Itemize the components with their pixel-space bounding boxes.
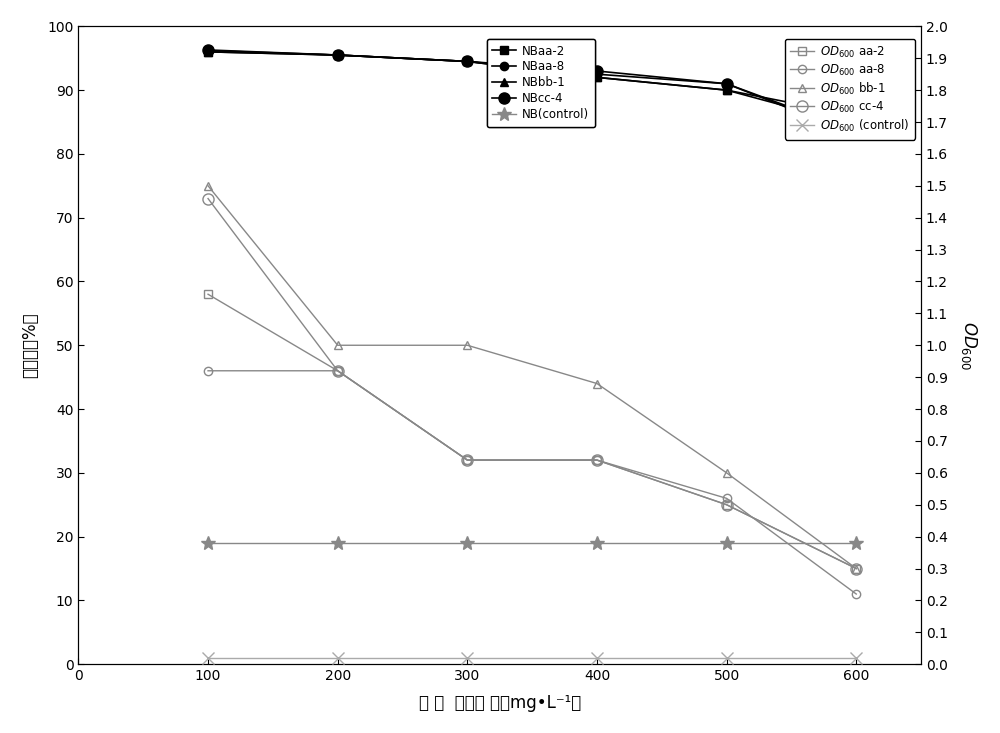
NBaa-2 [202,48,214,56]
$OD_{600}$ aa-2 [461,456,473,465]
NBaa-2 [461,57,473,66]
$OD_{600}$ bb-1 [721,468,733,477]
NB(control) [202,539,214,548]
NB(control) [721,539,733,548]
NBcc-4 [332,51,344,59]
$OD_{600}$ cc-4 [591,456,603,465]
$OD_{600}$ aa-8 [591,456,603,465]
Y-axis label: 降解率（%）: 降解率（%） [21,312,39,378]
$OD_{600}$ aa-2 [591,456,603,465]
NBaa-8 [202,46,214,55]
NBaa-2 [850,111,862,120]
$OD_{600}$ (control) [850,653,862,662]
NB(control) [332,539,344,548]
$OD_{600}$ cc-4 [461,456,473,465]
$OD_{600}$ bb-1 [332,341,344,350]
Line: $OD_{600}$ aa-8: $OD_{600}$ aa-8 [204,366,860,598]
$OD_{600}$ (control) [591,653,603,662]
NBaa-8 [850,130,862,139]
$OD_{600}$ bb-1 [461,341,473,350]
NBaa-2 [721,86,733,95]
NBcc-4 [461,57,473,66]
$OD_{600}$ aa-8 [461,456,473,465]
$OD_{600}$ aa-8 [332,366,344,375]
NBbb-1 [591,73,603,82]
NBbb-1 [850,121,862,130]
$OD_{600}$ cc-4 [202,194,214,203]
$OD_{600}$ (control) [721,653,733,662]
NBaa-2 [332,51,344,59]
$OD_{600}$ aa-8 [850,589,862,598]
NBcc-4 [721,79,733,88]
$OD_{600}$ bb-1 [591,379,603,388]
NBbb-1 [721,86,733,95]
$OD_{600}$ aa-8 [202,366,214,375]
Legend: NBaa-2, NBaa-8, NBbb-1, NBcc-4, NB(control): NBaa-2, NBaa-8, NBbb-1, NBcc-4, NB(contr… [487,39,595,128]
NBcc-4 [591,67,603,75]
NBbb-1 [461,57,473,66]
$OD_{600}$ aa-2 [202,290,214,298]
NBcc-4 [202,45,214,54]
$OD_{600}$ (control) [202,653,214,662]
$OD_{600}$ cc-4 [721,501,733,509]
$OD_{600}$ aa-2 [721,501,733,509]
NBaa-2 [591,73,603,82]
Y-axis label: $OD_{600}$: $OD_{600}$ [959,320,979,370]
$OD_{600}$ aa-2 [332,366,344,375]
$OD_{600}$ (control) [332,653,344,662]
NB(control) [461,539,473,548]
$OD_{600}$ cc-4 [332,366,344,375]
$OD_{600}$ bb-1 [202,181,214,190]
$OD_{600}$ cc-4 [850,564,862,573]
Line: $OD_{600}$ (control): $OD_{600}$ (control) [202,652,862,663]
Line: NBbb-1: NBbb-1 [204,48,860,129]
Line: $OD_{600}$ bb-1: $OD_{600}$ bb-1 [204,182,860,572]
NBbb-1 [332,51,344,59]
NB(control) [850,539,862,548]
NBcc-4 [850,128,862,136]
Line: $OD_{600}$ cc-4: $OD_{600}$ cc-4 [202,193,862,574]
NBbb-1 [202,48,214,56]
$OD_{600}$ (control) [461,653,473,662]
NBaa-8 [332,51,344,59]
Line: NBaa-2: NBaa-2 [204,48,860,119]
NBaa-8 [721,79,733,88]
NBaa-8 [591,70,603,78]
$OD_{600}$ aa-8 [721,494,733,503]
$OD_{600}$ aa-2 [850,564,862,573]
X-axis label: 苯 胺  初始浓 度（mg•L⁻¹）: 苯 胺 初始浓 度（mg•L⁻¹） [419,694,581,712]
Line: NBcc-4: NBcc-4 [202,45,862,137]
NBaa-8 [461,57,473,66]
Line: NBaa-8: NBaa-8 [204,46,860,139]
Line: $OD_{600}$ aa-2: $OD_{600}$ aa-2 [204,290,860,572]
NB(control) [591,539,603,548]
$OD_{600}$ bb-1 [850,564,862,573]
Legend: $OD_{600}$ aa-2, $OD_{600}$ aa-8, $OD_{600}$ bb-1, $OD_{600}$ cc-4, $OD_{600}$ (: $OD_{600}$ aa-2, $OD_{600}$ aa-8, $OD_{6… [785,39,915,140]
Line: NB(control): NB(control) [201,536,863,550]
